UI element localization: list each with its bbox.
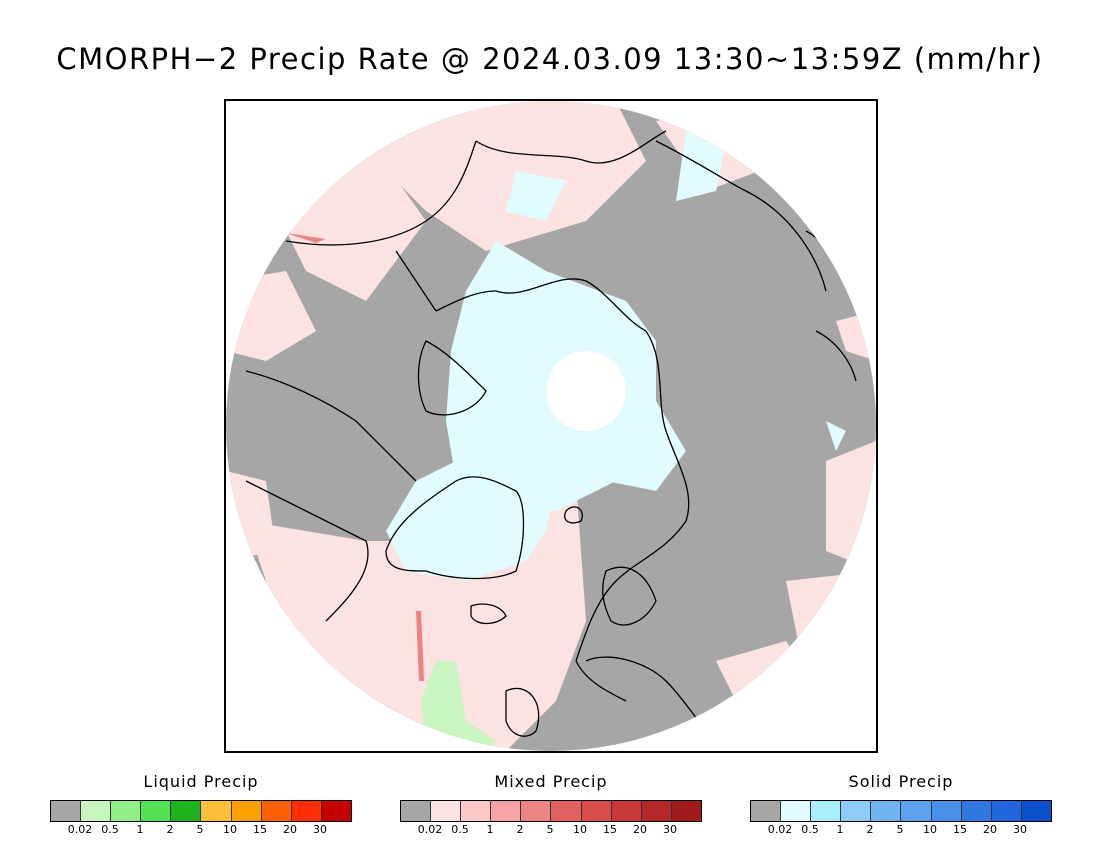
legend-swatch [1021,801,1051,821]
legend-tick-label: 15 [953,823,967,836]
legend-tick-label: 10 [923,823,937,836]
legend-tick-label: 20 [633,823,647,836]
tick-labels: 0.02 0.5 1 2 5 10 15 20 30 [400,823,700,837]
legend-swatch [521,801,552,821]
legend-swatch [641,801,672,821]
legend-tick-label: 2 [866,823,874,836]
legend-swatch [201,801,232,821]
legend-tick-label: 0.5 [801,823,819,836]
liquid-precip-areas [421,661,496,751]
legend-tick-label: 15 [603,823,617,836]
pole-no-data [546,351,626,431]
legend-swatch [171,801,202,821]
legend-tick-label: 5 [546,823,554,836]
legend-tick-label: 2 [166,823,174,836]
legend-tick-label: 10 [573,823,587,836]
legend-tick-label: 0.5 [101,823,119,836]
legend-tick-label: 0.02 [67,823,93,836]
legend-swatch [321,801,351,821]
legend-swatch [811,801,842,821]
legend-swatch [841,801,872,821]
legend-swatch [461,801,492,821]
legend-tick-label: 1 [836,823,844,836]
legend-title: Liquid Precip [143,772,259,791]
legend-swatch [901,801,932,821]
tick-labels: 0.02 0.5 1 2 5 10 15 20 30 [50,823,350,837]
legend-tick-label: 20 [283,823,297,836]
legend-swatch [781,801,812,821]
coastlines [245,130,857,742]
legend-mixed: Mixed Precip 0.02 0.5 1 2 5 10 15 20 30 [400,772,702,842]
legend-title: Solid Precip [848,772,954,791]
legend-swatch [581,801,612,821]
legend-tick-label: 30 [1013,823,1027,836]
legend-swatch [81,801,112,821]
legend-swatch [491,801,522,821]
color-bar [750,800,1052,822]
legend-swatch [431,801,462,821]
legend-swatch [611,801,642,821]
legend-tick-label: 15 [253,823,267,836]
legend-swatch [401,801,432,821]
legend-swatch [291,801,322,821]
polar-map [224,99,878,753]
color-bar [50,800,352,822]
legend-liquid: Liquid Precip 0.02 0.5 1 2 5 10 15 20 30 [50,772,352,842]
legend-swatch [931,801,962,821]
legend-swatch [871,801,902,821]
legend-swatch [231,801,262,821]
legend-swatch [51,801,82,821]
legend-swatch [961,801,992,821]
legend-tick-label: 1 [486,823,494,836]
mixed-precip-heavy [286,233,424,681]
legend-tick-label: 0.02 [417,823,443,836]
legend-tick-label: 10 [223,823,237,836]
color-bar [400,800,702,822]
legend-swatch [991,801,1022,821]
legend-tick-label: 20 [983,823,997,836]
legend-tick-label: 5 [896,823,904,836]
map-title: CMORPH−2 Precip Rate @ 2024.03.09 13:30~… [56,42,1044,76]
legend-swatch [141,801,172,821]
legend-swatch [671,801,701,821]
legend-swatch [111,801,142,821]
tick-labels: 0.02 0.5 1 2 5 10 15 20 30 [750,823,1050,837]
polar-map-canvas [226,101,876,751]
legend-tick-label: 0.5 [451,823,469,836]
legend-tick-label: 5 [196,823,204,836]
legend-solid: Solid Precip 0.02 0.5 1 2 5 10 15 20 30 [750,772,1052,842]
legend-tick-label: 0.02 [767,823,793,836]
legend-swatch [551,801,582,821]
legend-tick-label: 2 [516,823,524,836]
legend-tick-label: 30 [663,823,677,836]
legend-swatch [751,801,782,821]
legend-tick-label: 1 [136,823,144,836]
legend-tick-label: 30 [313,823,327,836]
legend-swatch [261,801,292,821]
legend-title: Mixed Precip [494,772,608,791]
